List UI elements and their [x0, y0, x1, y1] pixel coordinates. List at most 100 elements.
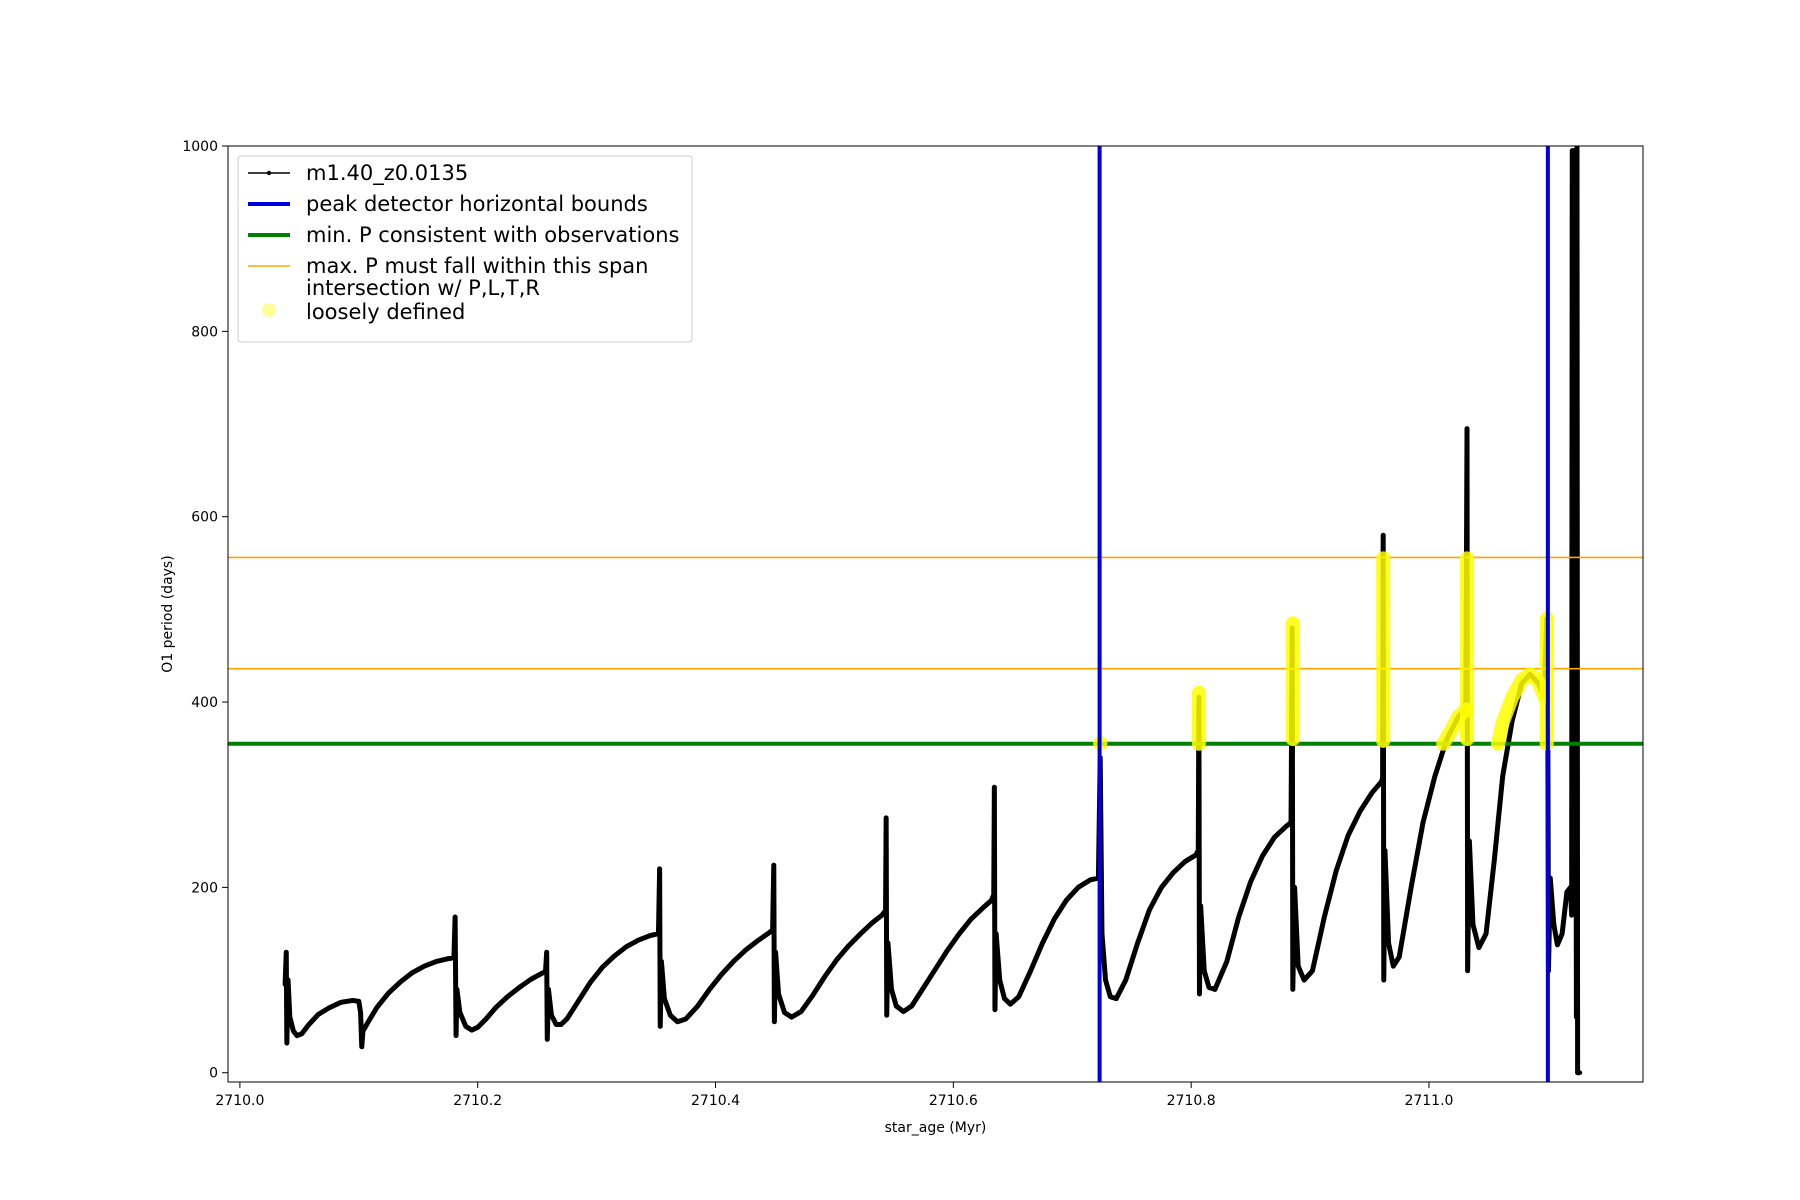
data-point: [782, 1010, 787, 1015]
legend-item-3: max. P must fall within this span: [248, 254, 648, 278]
data-point: [1248, 879, 1253, 885]
data-point: [284, 950, 289, 955]
data-point: [282, 982, 288, 987]
data-point: [1391, 963, 1396, 969]
data-point: [1465, 968, 1470, 973]
legend-label: max. P must fall within this span: [306, 254, 648, 278]
data-point: [1380, 775, 1385, 781]
data-point: [1196, 848, 1201, 853]
data-point: [1171, 870, 1176, 875]
data-point: [884, 1013, 889, 1018]
data-point: [1572, 903, 1577, 909]
legend-label: peak detector horizontal bounds: [306, 192, 648, 216]
data-point: [1432, 773, 1438, 779]
data-point: [997, 977, 1002, 983]
data-point: [789, 1014, 794, 1020]
plot-layer: [228, 146, 1643, 1082]
data-point: [933, 966, 938, 972]
data-point: [822, 974, 828, 979]
data-point: [992, 785, 997, 790]
data-point: [374, 1005, 379, 1011]
data-point: [453, 1033, 459, 1038]
data-point: [1272, 835, 1277, 840]
data-point: [1288, 820, 1294, 825]
data-point: [991, 892, 996, 897]
data-point: [662, 996, 667, 1001]
data-point: [1198, 903, 1203, 909]
data-point: [445, 956, 451, 961]
data-point: [1420, 820, 1426, 825]
data-point: [359, 1044, 364, 1049]
data-point: [1379, 779, 1384, 784]
data-point: [659, 959, 664, 964]
data-point: [546, 987, 551, 992]
data-point: [656, 931, 661, 936]
data-point: [1087, 877, 1093, 883]
data-point: [657, 866, 662, 872]
data-point: [1564, 889, 1570, 895]
data-point: [675, 1019, 680, 1024]
data-point: [683, 1016, 688, 1022]
data-point: [1114, 996, 1119, 1001]
data-point: [1002, 996, 1007, 1001]
data-point: [600, 964, 605, 970]
data-point: [901, 1009, 906, 1014]
data-point: [350, 998, 356, 1003]
data-point: [451, 955, 457, 961]
data-point: [1284, 824, 1289, 829]
data-point: [549, 1013, 554, 1018]
data-point: [553, 1022, 559, 1027]
data-point: [1301, 977, 1307, 983]
data-point: [543, 969, 548, 974]
legend-label: m1.40_z0.0135: [306, 161, 468, 186]
data-point: [772, 1019, 777, 1024]
data-point: [776, 991, 781, 997]
data-point: [326, 1005, 332, 1011]
data-point: [1295, 963, 1301, 969]
data-point: [475, 1025, 480, 1030]
data-point: [980, 905, 986, 910]
x-tick-label: 2710.0: [215, 1093, 264, 1109]
data-point: [457, 1010, 463, 1015]
data-point: [885, 940, 891, 946]
data-point: [766, 930, 772, 935]
data-point: [588, 979, 593, 985]
data-point: [743, 948, 748, 953]
data-point: [452, 914, 458, 920]
data-point: [1310, 968, 1315, 973]
data-point: [1290, 987, 1296, 992]
data-point: [612, 953, 617, 959]
data-point: [1236, 914, 1241, 920]
data-point: [731, 959, 736, 964]
data-point: [1382, 848, 1388, 853]
legend-box: [237, 155, 693, 343]
data-point: [846, 943, 851, 948]
data-point: [564, 1016, 570, 1022]
data-point: [719, 972, 724, 977]
data-point: [358, 1010, 363, 1015]
data-point: [576, 998, 581, 1003]
data-point: [957, 931, 962, 936]
data-point: [1197, 991, 1202, 997]
data-point: [294, 1033, 300, 1038]
data-point: [810, 992, 816, 998]
data-point: [1103, 977, 1108, 983]
intersection-markers: [1093, 551, 1554, 751]
data-point: [707, 987, 712, 992]
data-point: [1380, 533, 1386, 538]
y-tick-label: 800: [191, 324, 218, 340]
intersection-segment-5: [1436, 702, 1475, 751]
data-point: [770, 927, 775, 933]
data-point: [398, 979, 403, 985]
data-point: [992, 1007, 998, 1012]
data-point: [1135, 940, 1140, 946]
legend-handle: [262, 303, 276, 317]
data-point: [529, 976, 534, 982]
data-point: [989, 898, 994, 903]
data-point: [945, 948, 950, 953]
data-point: [834, 957, 840, 962]
data-point: [883, 908, 888, 913]
data-point: [517, 985, 522, 990]
data-point: [356, 999, 361, 1004]
legend-item-2: min. P consistent with observations: [248, 223, 679, 247]
